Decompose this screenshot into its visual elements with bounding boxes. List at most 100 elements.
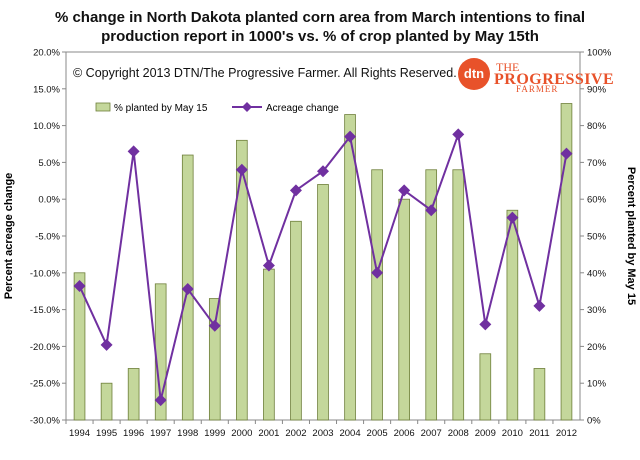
- bar-2006: [398, 198, 410, 421]
- acreage-point-1996: [127, 145, 140, 158]
- bar-2005: [371, 169, 383, 421]
- right-tick-label: 20%: [587, 342, 607, 353]
- legend-bar-swatch: [95, 102, 111, 112]
- bar-2001: [263, 268, 275, 421]
- bar-1999: [208, 298, 221, 421]
- left-tick-label: -30.0%: [30, 416, 61, 427]
- bar-2002: [290, 220, 302, 421]
- right-tick-label: 90%: [587, 84, 607, 95]
- right-tick-label: 70%: [587, 158, 607, 169]
- legend-line-label: Acreage change: [266, 103, 339, 114]
- right-tick-label: 10%: [587, 379, 607, 390]
- left-tick-label: 0.0%: [38, 195, 60, 206]
- bar-1996: [127, 368, 140, 421]
- left-axis-label: Percent acreage change: [3, 173, 15, 300]
- acreage-point-2002: [289, 184, 302, 197]
- right-tick-label: 100%: [587, 48, 612, 59]
- left-tick-label: -5.0%: [35, 232, 60, 243]
- x-tick-label-2009: 2009: [475, 428, 496, 439]
- bar-2008: [452, 169, 465, 421]
- left-tick-label: 15.0%: [33, 84, 60, 95]
- logo-word-the: THE: [496, 60, 520, 74]
- chart-title-line1: % change in North Dakota planted corn ar…: [54, 9, 586, 26]
- acreage-point-2003: [317, 165, 329, 178]
- bar-2003: [317, 184, 329, 421]
- left-axis: -30.0% -25.0% -20.0% -15.0% -10.0% -5.0% 0.0% 5…: [30, 48, 66, 427]
- bar-1994: [73, 272, 86, 421]
- x-tick-label-1996: 1996: [123, 428, 144, 439]
- x-tick-label-2010: 2010: [502, 428, 523, 439]
- right-tick-label: 30%: [587, 305, 607, 316]
- left-tick-label: -25.0%: [30, 379, 61, 390]
- left-tick-label: -10.0%: [30, 268, 61, 279]
- copyright-notice: © Copyright 2013 DTN/The Progressive Far…: [73, 66, 457, 80]
- bar-2000: [236, 139, 248, 421]
- acreage-point-2009: [479, 318, 492, 331]
- chart-title: % change in North Dakota planted corn ar…: [20, 8, 620, 46]
- acreage-point-2008: [452, 128, 465, 141]
- x-tick-label-1997: 1997: [150, 428, 171, 439]
- x-tick-label-2012: 2012: [556, 428, 577, 439]
- acreage-point-2000: [235, 163, 248, 176]
- legend: % planted by May 15 Acreage change: [95, 102, 339, 114]
- acreage-point-1998: [181, 282, 194, 295]
- acreage-point-2005: [371, 266, 384, 279]
- bar-2012: [560, 103, 573, 421]
- x-tick-label-1995: 1995: [96, 428, 117, 439]
- x-tick-label-2006: 2006: [394, 428, 415, 439]
- bar-2010: [506, 209, 519, 421]
- bar-series: [73, 103, 573, 421]
- right-axis-label: Percent planted by May 15: [625, 167, 637, 305]
- x-tick-label-2011: 2011: [529, 428, 549, 439]
- dtn-logo-circle: dtn: [458, 58, 490, 90]
- x-tick-label-2001: 2001: [258, 428, 279, 439]
- left-tick-label: 20.0%: [33, 48, 60, 59]
- right-tick-label: 40%: [587, 268, 607, 279]
- logo-word-farmer: FARMER: [516, 84, 559, 94]
- bar-2004: [344, 114, 356, 421]
- x-tick-label-2003: 2003: [312, 428, 333, 439]
- left-tick-label: 5.0%: [38, 158, 60, 169]
- x-tick-label-2004: 2004: [339, 428, 360, 439]
- x-axis: 1994 1995 1996 1997 1998 1999 2000 2001 2002 2003…: [65, 420, 577, 439]
- x-tick-label-2005: 2005: [367, 428, 388, 439]
- line-series: [73, 128, 573, 407]
- acreage-point-1997: [154, 394, 167, 407]
- x-tick-label-1998: 1998: [177, 428, 198, 439]
- x-tick-label-1994: 1994: [69, 428, 90, 439]
- bar-2011: [533, 368, 546, 421]
- acreage-point-1994: [73, 280, 86, 293]
- right-tick-label: 80%: [587, 121, 607, 132]
- acreage-point-2004: [344, 130, 357, 143]
- left-tick-label: 10.0%: [33, 121, 60, 132]
- right-tick-label: 60%: [587, 195, 607, 206]
- dtn-progressive-farmer-logo: dtn THE PROGRESSIVE FARMER: [458, 58, 614, 94]
- right-tick-label: 0%: [587, 416, 601, 427]
- x-tick-label-2002: 2002: [285, 428, 306, 439]
- legend-bar-label: % planted by May 15: [114, 103, 208, 114]
- right-axis: 0% 10% 20% 30% 40% 50% 60% 70% 80% 90% 100%: [580, 48, 612, 427]
- x-tick-label-2000: 2000: [231, 428, 252, 439]
- acreage-point-2007: [425, 204, 438, 217]
- x-tick-label-2008: 2008: [448, 428, 469, 439]
- acreage-point-2010: [506, 211, 519, 224]
- acreage-point-2001: [262, 259, 275, 272]
- left-tick-label: -20.0%: [30, 342, 61, 353]
- logo-word-progressive: PROGRESSIVE: [494, 71, 615, 88]
- acreage-point-1995: [100, 338, 113, 351]
- bar-2007: [425, 169, 438, 421]
- acreage-point-2006: [398, 184, 411, 197]
- left-tick-label: -15.0%: [30, 305, 61, 316]
- x-tick-label-2007: 2007: [421, 428, 442, 439]
- bar-1995: [100, 382, 113, 421]
- right-tick-label: 50%: [587, 232, 607, 243]
- chart-title-line2: production report in 1000's vs. % of cro…: [101, 28, 539, 45]
- acreage-point-2011: [533, 299, 546, 312]
- acreage-point-2012: [560, 147, 573, 160]
- legend-line-marker: [242, 102, 252, 112]
- x-tick-label-1999: 1999: [204, 428, 225, 439]
- acreage-point-1999: [208, 319, 221, 332]
- bar-2009: [479, 353, 492, 421]
